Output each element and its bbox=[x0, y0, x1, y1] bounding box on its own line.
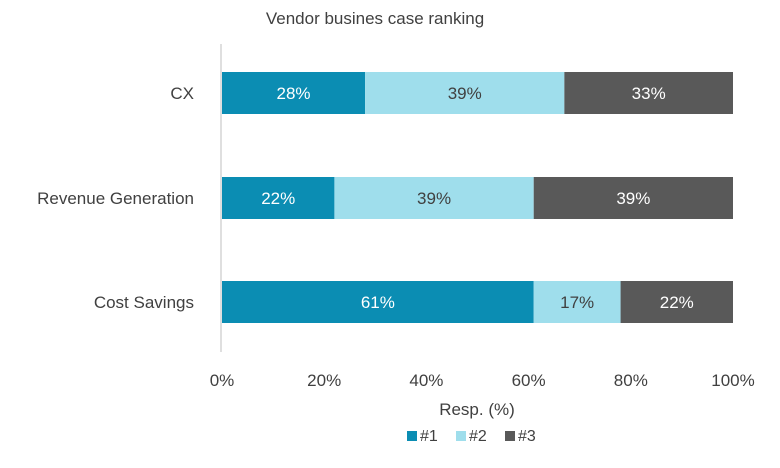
bar-value-label: 22% bbox=[660, 293, 694, 312]
bar-value-label: 39% bbox=[448, 84, 482, 103]
bar-segment-3-2 bbox=[533, 177, 733, 219]
bar-value-label: 39% bbox=[616, 189, 650, 208]
x-tick-label: 100% bbox=[711, 371, 754, 390]
legend-label: #1 bbox=[420, 428, 438, 445]
bars-group: 28% 39% 33% 22% 39% 39% 61% 17% 22% bbox=[222, 72, 733, 323]
legend-swatch bbox=[407, 431, 417, 441]
chart-title: Vendor busines case ranking bbox=[266, 9, 484, 28]
legend-swatch bbox=[456, 431, 466, 441]
bar-value-label: 61% bbox=[361, 293, 395, 312]
x-tick-label: 20% bbox=[307, 371, 341, 390]
legend-label: #2 bbox=[469, 428, 487, 445]
legend-swatch bbox=[505, 431, 515, 441]
bar-value-label: 33% bbox=[632, 84, 666, 103]
bar-segment-1-2 bbox=[222, 177, 335, 219]
bar-segment-1-3 bbox=[222, 281, 534, 323]
bar-value-label: 39% bbox=[417, 189, 451, 208]
category-labels: CX Revenue Generation Cost Savings bbox=[37, 84, 194, 312]
bar-value-label: 17% bbox=[560, 293, 594, 312]
x-tick-label: 0% bbox=[210, 371, 235, 390]
bar-segment-3-1 bbox=[564, 72, 733, 114]
x-axis-title: Resp. (%) bbox=[439, 400, 515, 419]
legend: #1 #2 #3 bbox=[407, 428, 536, 445]
bar-segment-2-1 bbox=[365, 72, 565, 114]
x-tick-label: 40% bbox=[409, 371, 443, 390]
bar-segment-1-1 bbox=[222, 72, 366, 114]
bar-segment-2-3 bbox=[533, 281, 621, 323]
category-label: Revenue Generation bbox=[37, 189, 194, 208]
x-tick-labels: 0% 20% 40% 60% 80% 100% bbox=[210, 371, 755, 390]
bar-value-label: 22% bbox=[261, 189, 295, 208]
category-label: Cost Savings bbox=[94, 293, 194, 312]
category-label: CX bbox=[170, 84, 194, 103]
x-tick-label: 80% bbox=[614, 371, 648, 390]
bar-segment-2-2 bbox=[334, 177, 534, 219]
bar-segment-3-3 bbox=[620, 281, 733, 323]
x-tick-label: 60% bbox=[512, 371, 546, 390]
legend-label: #3 bbox=[518, 428, 536, 445]
bar-value-label: 28% bbox=[277, 84, 311, 103]
